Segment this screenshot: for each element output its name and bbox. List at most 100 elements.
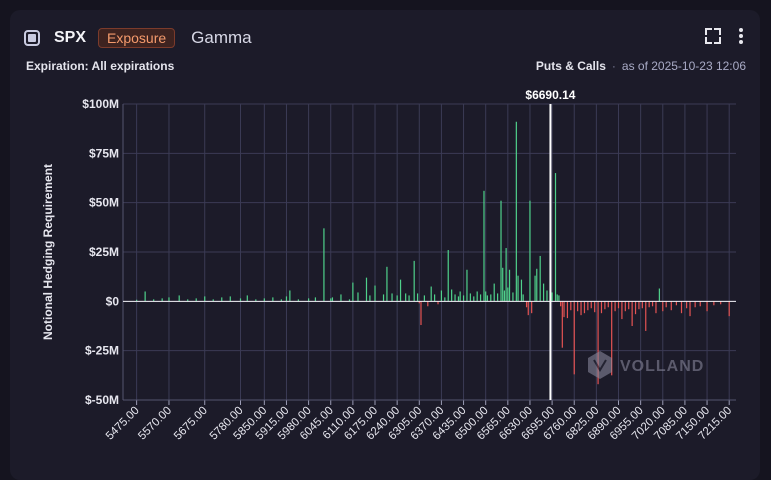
gamma-bar [728, 301, 730, 317]
gamma-bar [512, 292, 514, 302]
gamma-bar [212, 299, 214, 302]
gamma-bar [416, 293, 419, 302]
gamma-bar [670, 301, 672, 311]
gamma-bar [651, 301, 654, 307]
gamma-bar [546, 290, 548, 302]
gamma-bar [699, 301, 701, 307]
gamma-bar [136, 299, 138, 302]
gamma-bar [556, 294, 558, 302]
gamma-bar [594, 301, 596, 313]
gamma-bar [534, 275, 536, 302]
gamma-bar [527, 301, 529, 316]
gamma-bar [263, 298, 265, 302]
gamma-bar [314, 297, 317, 302]
gamma-bar [680, 301, 683, 314]
volland-logo-icon [588, 351, 612, 379]
gamma-bar [604, 301, 606, 310]
gamma-bar [399, 279, 402, 302]
gamma-bar [483, 190, 485, 302]
gamma-bar [500, 200, 502, 302]
gamma-bar [638, 301, 640, 310]
gamma-bar [515, 121, 517, 302]
meta-separator: · [611, 59, 616, 73]
gamma-bar [531, 301, 533, 314]
gamma-bar [272, 297, 274, 302]
mode-label[interactable]: Puts & Calls [535, 59, 606, 73]
gamma-bar [473, 296, 475, 302]
gamma-bar [502, 267, 504, 302]
gamma-bar [340, 294, 342, 302]
gamma-bar [469, 293, 471, 302]
gamma-bar [577, 301, 579, 312]
gamma-bar [357, 292, 359, 302]
gamma-bar [285, 296, 288, 302]
gamma-bar [246, 295, 248, 302]
gamma-bar [178, 295, 180, 302]
gamma-bar [558, 295, 560, 302]
gamma-bar [255, 299, 257, 302]
gamma-bar [168, 297, 170, 302]
expand-icon[interactable] [705, 28, 721, 44]
gamma-bar [645, 301, 647, 331]
gamma-bar [522, 294, 524, 302]
expiration-label[interactable]: Expiration: All expirations [26, 59, 175, 73]
gamma-bar [413, 260, 415, 302]
gamma-bar [611, 301, 613, 376]
gamma-bar [607, 301, 609, 308]
kebab-menu-icon[interactable] [739, 28, 743, 44]
exposure-badge[interactable]: Exposure [98, 28, 176, 48]
gamma-bar [597, 301, 599, 385]
gamma-bar [706, 301, 708, 312]
gamma-bar [614, 301, 616, 312]
gamma-bar [462, 295, 465, 302]
asof-label: as of 2025-10-23 12:06 [621, 59, 746, 73]
gamma-bar [308, 298, 310, 302]
gamma-bar [374, 285, 376, 302]
gamma-bar [423, 295, 425, 302]
gamma-bar [466, 269, 468, 302]
y-tick-label: $50M [89, 196, 119, 210]
gamma-bar [447, 250, 449, 302]
gamma-bar [369, 295, 371, 302]
gamma-bar [587, 301, 589, 311]
gamma-bar [720, 301, 722, 305]
gamma-bar [600, 301, 603, 314]
gamma-bar [396, 295, 398, 302]
gamma-bar [631, 301, 633, 326]
gamma-bar [331, 297, 334, 302]
square-icon[interactable] [24, 30, 40, 46]
chart-card [10, 10, 760, 480]
gamma-bar [520, 279, 523, 302]
gamma-bar [539, 255, 541, 302]
y-axis-title: Notional Hedging Requirement [41, 164, 55, 340]
gamma-bar [648, 301, 650, 308]
chart-meta: Puts & Calls · as of 2025-10-23 12:06 [536, 59, 746, 73]
y-tick-label: $0 [106, 294, 120, 308]
gamma-bar [323, 228, 325, 302]
gamma-bar [239, 298, 242, 302]
gamma-bar [386, 266, 388, 302]
gamma-bar [444, 297, 446, 302]
y-tick-label: $75M [89, 146, 119, 160]
gamma-bar [476, 291, 478, 302]
gamma-bar [479, 294, 482, 302]
gamma-bar [440, 290, 443, 302]
gamma-bar [536, 268, 538, 302]
gamma-bar [352, 282, 354, 302]
chart-header: SPX Exposure Gamma [24, 26, 252, 50]
gamma-bar [457, 296, 460, 302]
gamma-bar [686, 301, 688, 309]
gamma-bar [525, 301, 528, 308]
gamma-bar [507, 287, 509, 302]
metric-label: Gamma [191, 28, 252, 47]
gamma-bar [617, 301, 620, 309]
gamma-bar [665, 301, 667, 308]
gamma-bar [689, 301, 691, 317]
gamma-bar [563, 301, 565, 318]
gamma-bar [493, 283, 495, 302]
gamma-bar [391, 293, 393, 302]
gamma-bar [365, 277, 368, 302]
gamma-bar [554, 173, 557, 302]
x-tick-label: 5675.00 [172, 405, 210, 443]
